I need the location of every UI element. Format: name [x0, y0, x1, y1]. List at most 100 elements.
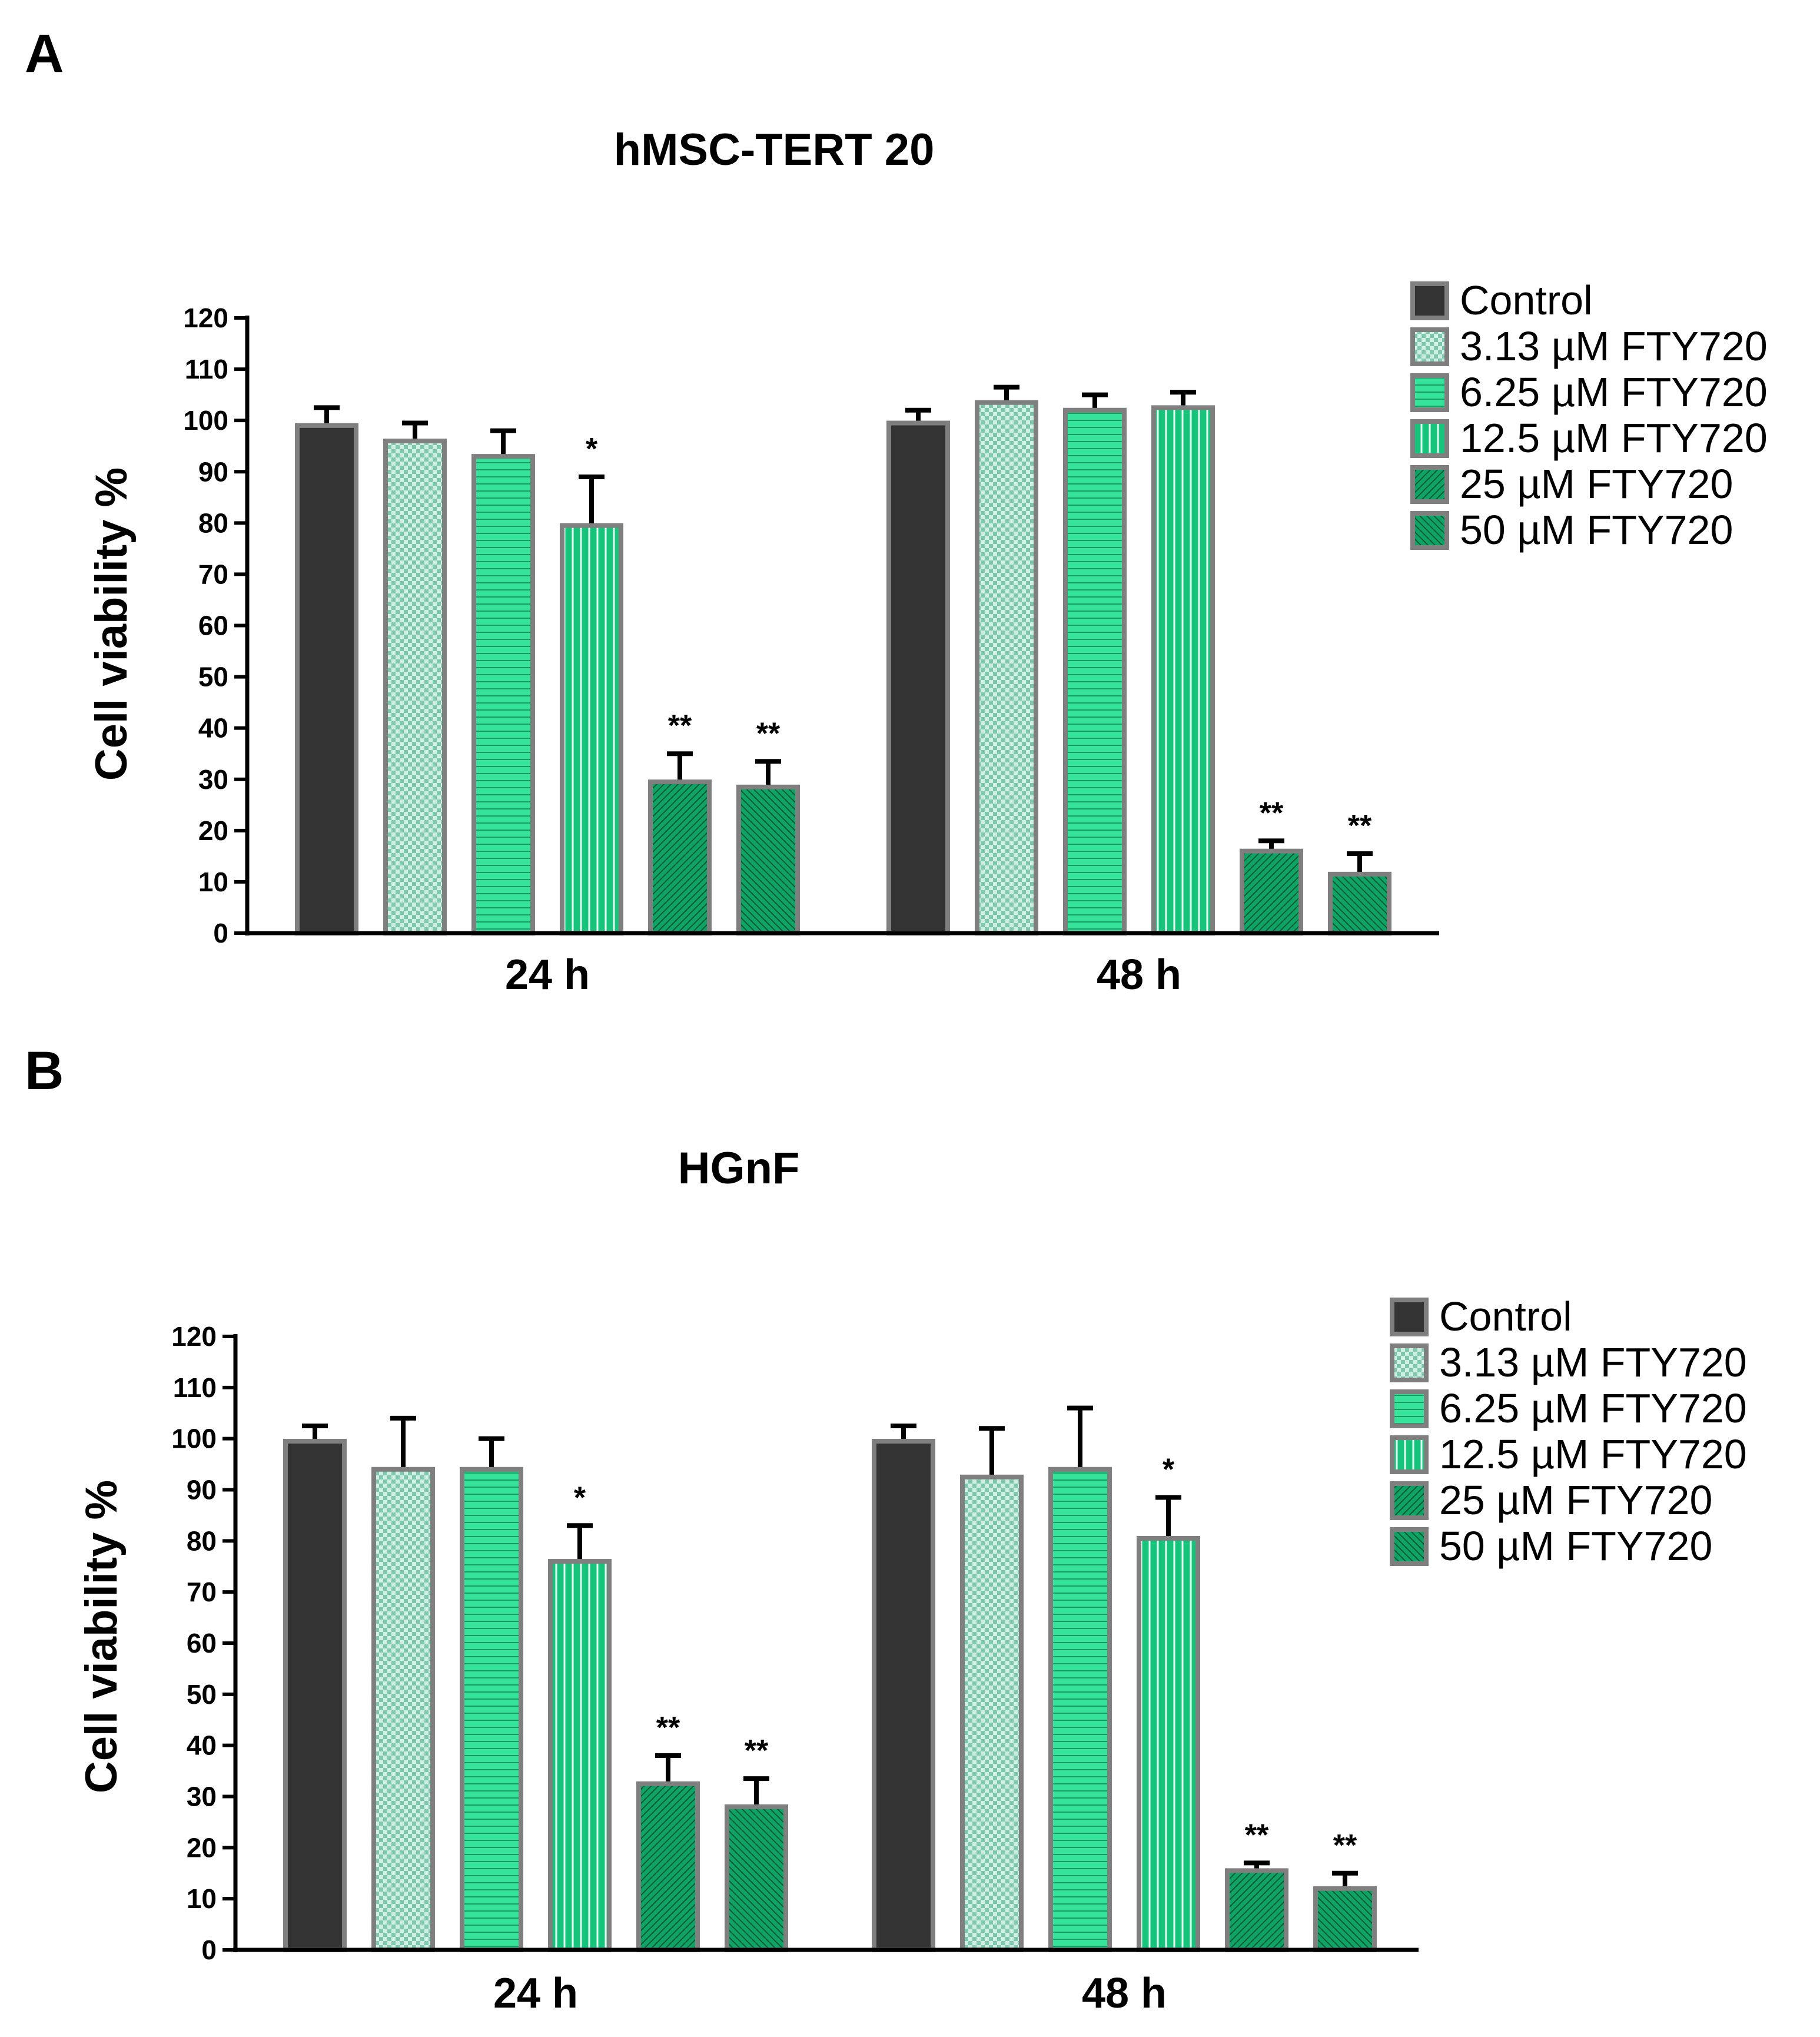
y-tick-label: 40 — [198, 713, 228, 744]
bar-50-m-fty720-24h — [725, 1804, 788, 1953]
y-tick-label: 90 — [187, 1475, 217, 1505]
bar-25-m-fty720-24h — [636, 1781, 700, 1953]
bar-control-24h — [283, 1439, 347, 1952]
y-tick-label: 30 — [187, 1781, 217, 1812]
y-tick-label: 60 — [187, 1628, 217, 1658]
significance-label: * — [574, 1481, 586, 1515]
legend-label: 6.25 µM FTY720 — [1439, 1385, 1747, 1431]
legend-swatch — [1390, 1435, 1429, 1474]
x-tick-label: 48 h — [1097, 951, 1181, 998]
x-tick-label: 24 h — [505, 951, 590, 998]
significance-label: ** — [745, 1734, 769, 1768]
y-tick-label: 90 — [198, 456, 228, 487]
legend-swatch — [1410, 511, 1449, 550]
panel-label-b: B — [25, 1041, 64, 1101]
y-tick-label: 10 — [187, 1883, 217, 1914]
significance-label: ** — [1333, 1829, 1357, 1863]
bar-12-5-m-fty720-24h — [548, 1559, 612, 1952]
legend-label: 3.13 µM FTY720 — [1460, 323, 1768, 369]
y-tick-label: 80 — [187, 1525, 217, 1556]
legend-swatch — [1390, 1389, 1429, 1428]
axes-b: 24 h 48 h 0 10 20 30 40 50 60 70 80 90 100 110 120 — [171, 1321, 1419, 2017]
legend-swatch — [1410, 281, 1449, 320]
legend-swatch — [1390, 1527, 1429, 1566]
y-tick-label: 20 — [187, 1832, 217, 1863]
bar-6-25-m-fty720-48h — [1048, 1467, 1112, 1952]
legend-label: 6.25 µM FTY720 — [1460, 369, 1768, 415]
legend-label: 50 µM FTY720 — [1460, 507, 1733, 553]
y-tick-label: 50 — [198, 662, 228, 692]
legend-swatch — [1390, 1298, 1429, 1336]
legend-label: 50 µM FTY720 — [1439, 1523, 1712, 1569]
y-tick-label: 10 — [198, 867, 228, 897]
significance-label: * — [586, 432, 598, 466]
chart-panel-b: HGnF Cell viability % ******** ** 24 h 48 … — [77, 1143, 1747, 2017]
significance-label: ** — [668, 709, 692, 743]
bar-25-m-fty720-24h — [648, 779, 712, 935]
legend-label: 12.5 µM FTY720 — [1439, 1431, 1747, 1477]
legend-swatch — [1390, 1481, 1429, 1520]
bar-6-25-m-fty720-24h — [471, 454, 535, 935]
y-tick-label: 120 — [171, 1321, 217, 1352]
chart-title-b: HGnF — [678, 1143, 800, 1193]
bar-6-25-m-fty720-48h — [1063, 407, 1127, 935]
bar-control-24h — [295, 423, 358, 935]
significance-label: ** — [1245, 1818, 1269, 1852]
legend-label: Control — [1460, 277, 1593, 323]
significance-label: ** — [1348, 809, 1372, 843]
bars-b: ******** ** — [283, 1405, 1377, 1953]
y-tick-label: 50 — [187, 1679, 217, 1710]
legend-label: 25 µM FTY720 — [1460, 461, 1733, 507]
significance-label: ** — [656, 1711, 680, 1745]
significance-label: ** — [1260, 796, 1284, 830]
y-tick-label: 20 — [198, 815, 228, 846]
x-tick-label: 24 h — [493, 1970, 578, 2017]
y-tick-label: 80 — [198, 507, 228, 538]
bar-6-25-m-fty720-24h — [460, 1467, 523, 1952]
bar-3-13-m-fty720-24h — [371, 1467, 435, 1952]
chart-title-a: hMSC-TERT 20 — [614, 125, 935, 175]
bar-control-48h — [872, 1439, 935, 1952]
legend-label: 25 µM FTY720 — [1439, 1477, 1712, 1523]
y-tick-label: 60 — [198, 611, 228, 641]
bar-3-13-m-fty720-48h — [975, 400, 1038, 935]
legend-label: 3.13 µM FTY720 — [1439, 1339, 1747, 1385]
bar-25-m-fty720-48h — [1225, 1868, 1288, 1953]
y-tick-label: 30 — [198, 764, 228, 795]
y-tick-label: 70 — [198, 559, 228, 589]
y-tick-label: 100 — [171, 1424, 217, 1454]
legend-label: 12.5 µM FTY720 — [1460, 415, 1768, 461]
axes-a: 24 h 48 h 0 10 20 30 40 50 60 70 80 90 100 110 120 — [183, 303, 1439, 998]
y-axis-label-a: Cell viability % — [87, 467, 137, 781]
bar-12-5-m-fty720-24h — [560, 523, 623, 935]
significance-label: ** — [756, 716, 781, 751]
y-tick-label: 110 — [173, 1372, 217, 1403]
significance-label: * — [1163, 1453, 1175, 1487]
y-tick-label: 0 — [213, 918, 228, 948]
bar-50-m-fty720-48h — [1328, 871, 1391, 935]
bar-control-48h — [886, 420, 950, 935]
legend-swatch — [1390, 1343, 1429, 1382]
bars-a: *** **** ** — [295, 384, 1391, 935]
bar-3-13-m-fty720-48h — [960, 1474, 1024, 1953]
legend-swatch — [1410, 327, 1449, 366]
legend-swatch — [1410, 465, 1449, 504]
y-axis-label-b: Cell viability % — [77, 1480, 127, 1793]
bar-25-m-fty720-48h — [1240, 848, 1303, 935]
legend-swatch — [1410, 373, 1449, 412]
y-tick-label: 40 — [187, 1730, 217, 1761]
legend-swatch — [1410, 419, 1449, 458]
y-tick-label: 100 — [183, 405, 228, 436]
chart-panel-a: hMSC-TERT 20 Cell viability % *** **** ** … — [87, 125, 1768, 998]
bar-50-m-fty720-48h — [1313, 1886, 1377, 1953]
y-tick-label: 0 — [201, 1935, 217, 1965]
bar-12-5-m-fty720-48h — [1151, 405, 1215, 935]
legend-label: Control — [1439, 1293, 1572, 1339]
bar-50-m-fty720-24h — [736, 784, 800, 935]
panel-label-a: A — [25, 24, 64, 84]
bar-3-13-m-fty720-24h — [383, 439, 447, 935]
x-tick-label: 48 h — [1082, 1970, 1167, 2017]
